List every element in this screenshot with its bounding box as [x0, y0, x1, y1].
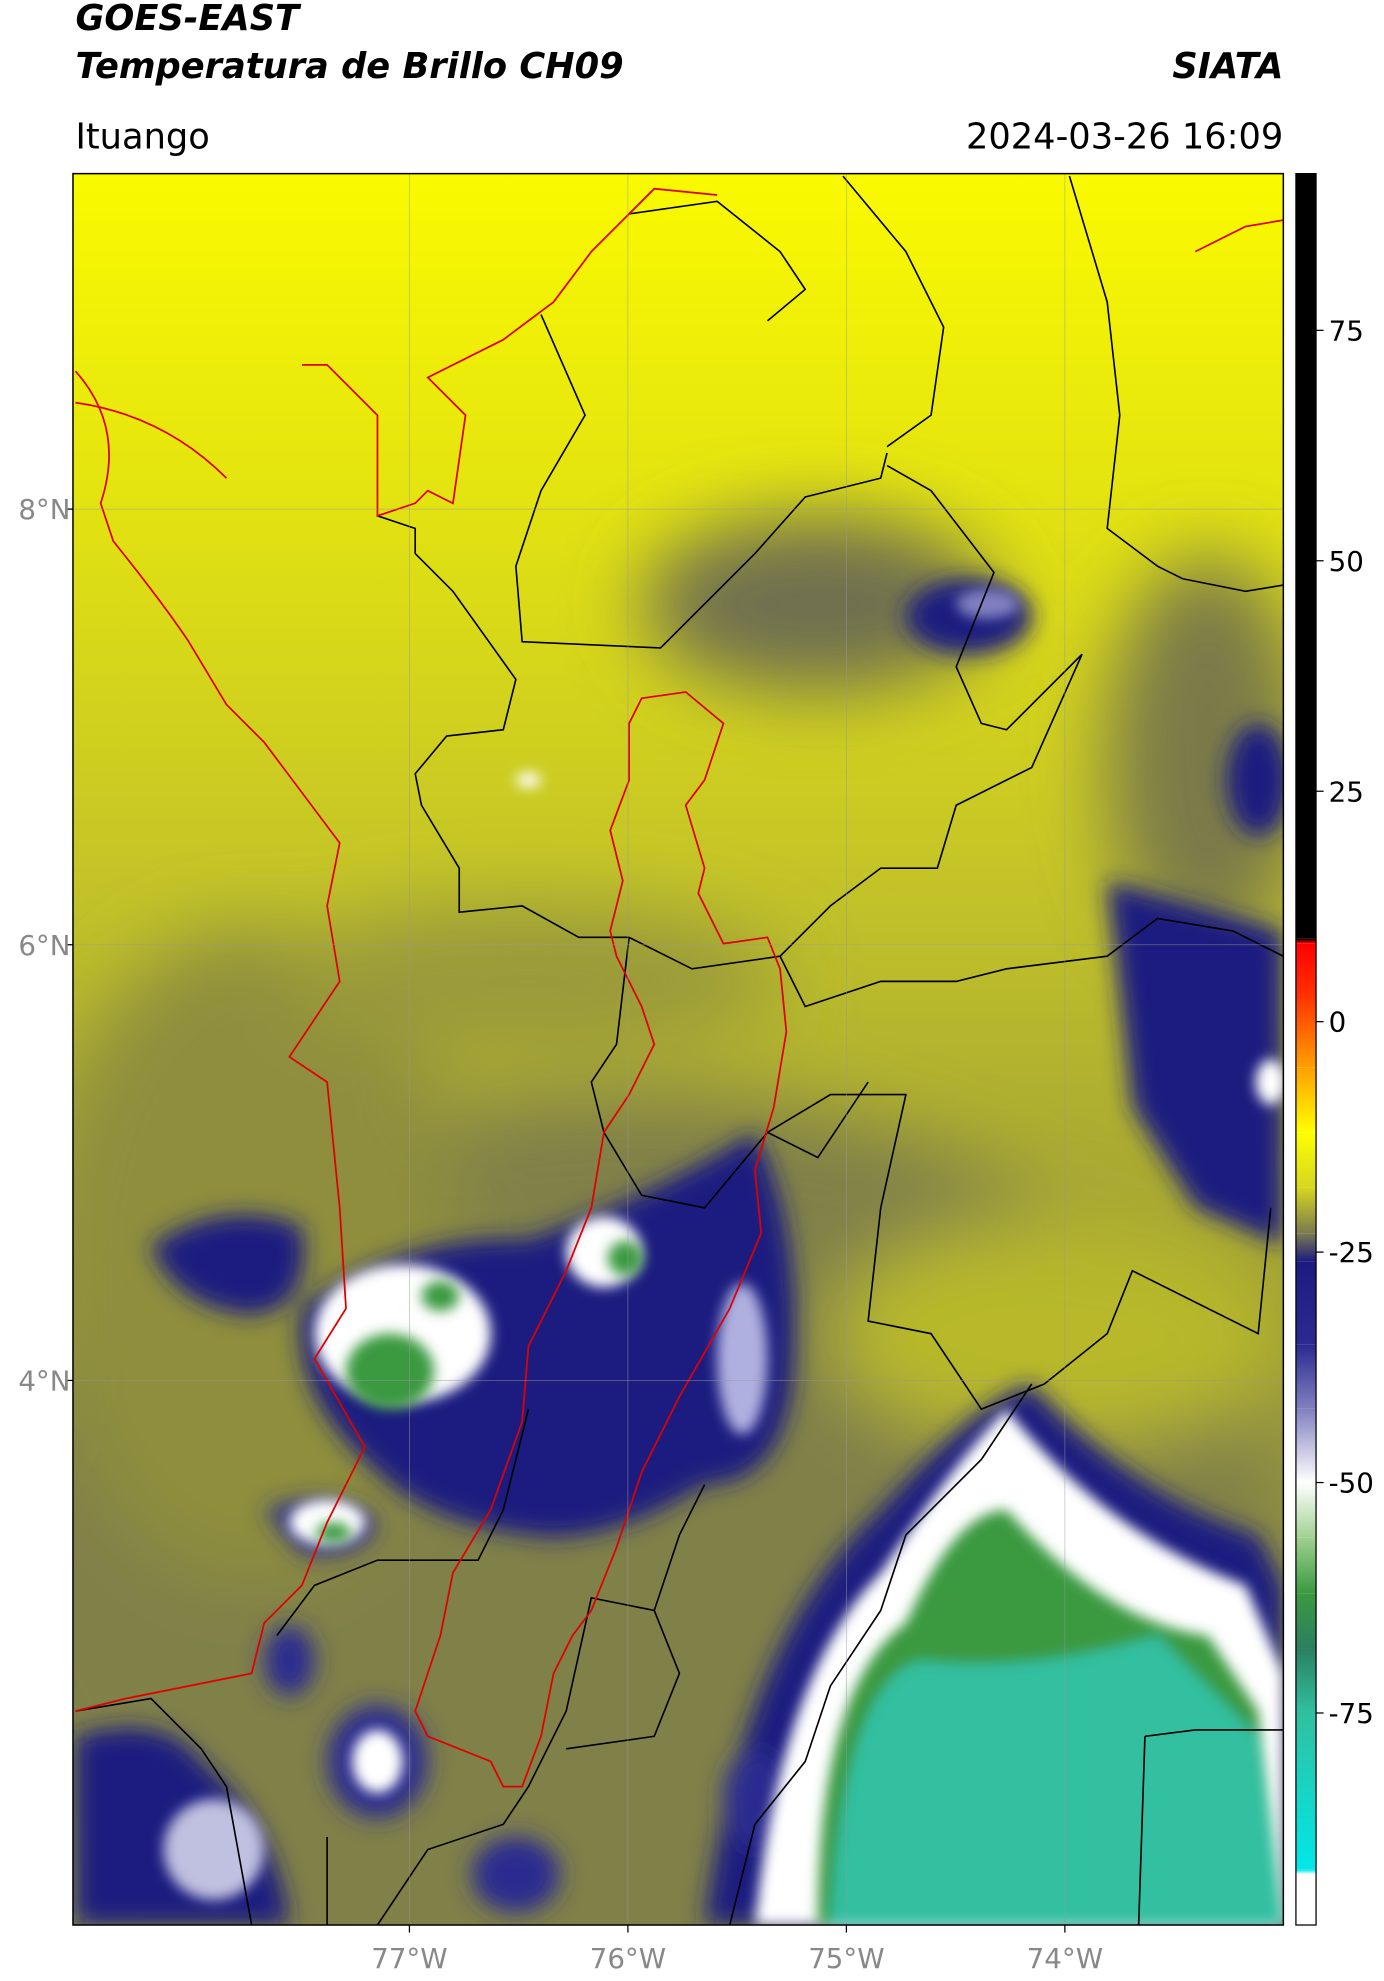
colorbar-segment	[1295, 1187, 1317, 1234]
colorbar-segment	[1295, 943, 1317, 995]
colorbar-segment	[1295, 1482, 1317, 1538]
source: SIATA	[1172, 46, 1283, 87]
colorbar-tick-label: 25	[1329, 775, 1364, 808]
colorbar-frame	[1295, 172, 1317, 1926]
y-tick-label: 8°N	[18, 493, 70, 526]
colorbar-segment	[1295, 1713, 1317, 1870]
map-frame	[72, 172, 1285, 1926]
x-tick-label: 77°W	[371, 1942, 447, 1975]
colorbar-tick-label: -50	[1329, 1467, 1374, 1500]
colorbar-segment	[1295, 994, 1317, 1068]
colorbar-segment	[1295, 1067, 1317, 1133]
satellite-image	[72, 173, 1284, 1926]
colorbar-tick-label: -25	[1329, 1236, 1374, 1269]
location: Ituango	[75, 116, 209, 157]
y-tick-label: 4°N	[18, 1364, 70, 1397]
colorbar-segment	[1295, 938, 1317, 944]
title-line2: Temperatura de Brillo CH09	[75, 46, 623, 87]
colorbar-segment	[1295, 1233, 1317, 1262]
colorbar-segment	[1295, 1593, 1317, 1649]
title-line1: GOES-EAST	[75, 0, 302, 39]
colorbar-segment	[1295, 1648, 1317, 1714]
colorbar-segment	[1295, 1869, 1317, 1875]
colorbar-segment	[1295, 1261, 1317, 1345]
colorbar-tick-label: -75	[1329, 1697, 1374, 1730]
x-tick-label: 75°W	[808, 1942, 884, 1975]
coast-and-basin	[74, 187, 1284, 1788]
colorbar-segment	[1295, 1408, 1317, 1483]
x-tick-label: 76°W	[590, 1942, 666, 1975]
colorbar-tick-label: 50	[1329, 545, 1364, 578]
y-tick-label: 6°N	[18, 929, 70, 962]
x-tick-label: 74°W	[1027, 1942, 1103, 1975]
colorbar-segment	[1295, 1344, 1317, 1409]
colorbar-segment	[1295, 1874, 1317, 1926]
datetime: 2024-03-26 16:09	[966, 116, 1283, 157]
colorbar-segment	[1295, 1537, 1317, 1594]
colorbar-segment	[1295, 1132, 1317, 1188]
colorbar-segment	[1295, 173, 1317, 939]
colorbar-tick-label: 75	[1329, 314, 1364, 347]
colorbar-tick-label: 0	[1329, 1006, 1347, 1039]
